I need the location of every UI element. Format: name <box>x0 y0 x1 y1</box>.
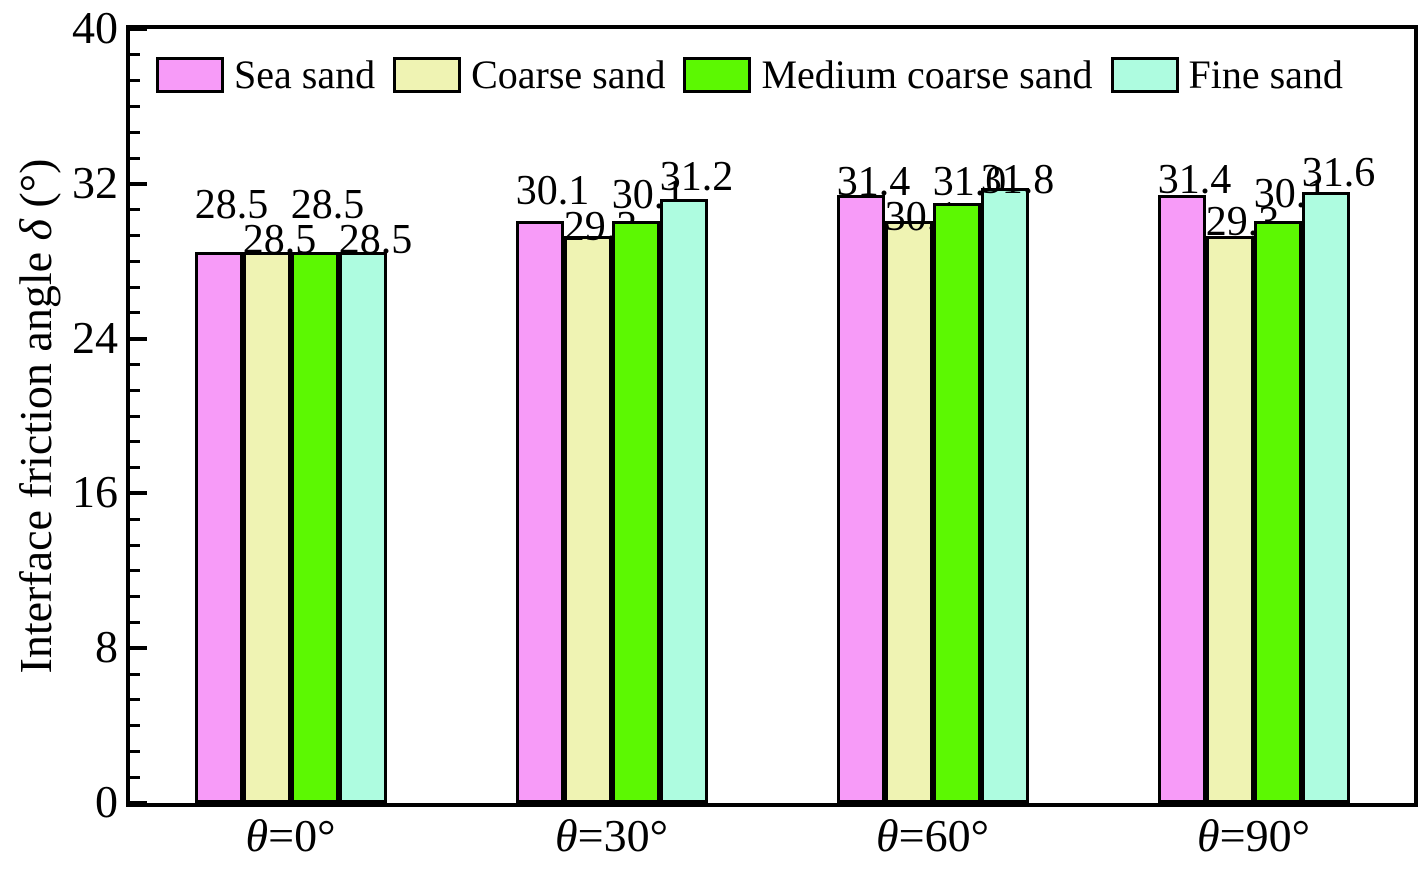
y-axis-major-tick <box>130 801 147 805</box>
bar <box>884 221 933 803</box>
legend: Sea sand Coarse sand Medium coarse sand Fin… <box>156 55 1343 95</box>
legend-label: Fine sand <box>1188 52 1343 97</box>
bar <box>515 221 564 803</box>
bar <box>1301 192 1350 803</box>
x-category-label: θ=90° <box>1197 810 1310 861</box>
bar-value-label: 31.6 <box>1301 150 1376 196</box>
greek-letter: θ <box>245 810 269 861</box>
greek-letter: θ <box>876 810 899 861</box>
legend-swatch <box>393 57 462 93</box>
legend-swatch <box>1110 57 1179 93</box>
y-axis-minor-tick <box>130 414 140 418</box>
legend-label: Sea sand <box>234 52 376 97</box>
bar <box>242 252 291 803</box>
y-axis-minor-tick <box>130 517 140 521</box>
bar <box>932 203 981 803</box>
y-tick-label: 16 <box>72 466 118 518</box>
y-axis-minor-tick <box>130 53 140 57</box>
legend-item-2: Coarse sand <box>393 55 665 95</box>
y-axis-minor-tick <box>130 104 140 108</box>
y-tick-label: 32 <box>72 156 118 208</box>
y-tick-label: 24 <box>72 311 118 363</box>
y-axis-major-tick <box>130 491 147 496</box>
greek-letter: θ <box>555 810 578 861</box>
greek-letter: θ <box>1197 810 1220 861</box>
greek-letter: δ <box>10 219 61 241</box>
y-axis-minor-tick <box>130 569 140 573</box>
y-axis-minor-tick <box>130 749 140 753</box>
y-axis-major-tick <box>130 646 147 651</box>
bar <box>194 252 243 803</box>
legend-label: Coarse sand <box>471 52 666 97</box>
bar-value-label: 31.4 <box>836 159 911 205</box>
y-axis-minor-tick <box>130 362 140 366</box>
bar <box>1253 221 1302 803</box>
bar <box>290 252 339 803</box>
y-axis-minor-tick <box>130 466 140 470</box>
legend-item-4: Fine sand <box>1110 52 1343 97</box>
y-axis-minor-tick <box>130 672 140 676</box>
legend-item-3: Medium coarse sand <box>683 52 1093 97</box>
x-category-label: θ=0° <box>245 810 336 861</box>
legend-item-1: Sea sand <box>156 55 375 95</box>
bar <box>836 195 885 803</box>
y-axis-minor-tick <box>130 311 140 315</box>
bar <box>563 236 612 803</box>
y-axis-minor-tick <box>130 208 140 212</box>
y-axis-minor-tick <box>130 79 140 83</box>
bar <box>980 188 1029 803</box>
bar <box>1157 195 1206 803</box>
bar-value-label: 31.2 <box>659 154 734 200</box>
legend-swatch <box>156 57 224 93</box>
y-axis-minor-tick <box>130 285 140 289</box>
bar-value-label: 30.1 <box>515 168 590 214</box>
y-tick-label: 0 <box>95 776 118 827</box>
y-axis-minor-tick <box>130 130 140 134</box>
y-axis-minor-tick <box>130 724 140 728</box>
y-axis-minor-tick <box>130 698 140 702</box>
y-axis-minor-tick <box>130 156 140 160</box>
y-axis-minor-tick <box>130 259 140 263</box>
bar-value-label: 31.8 <box>980 157 1055 203</box>
bar <box>611 221 660 803</box>
plot-area: Sea sand Coarse sand Medium coarse sand Fin… <box>126 25 1418 807</box>
bar-value-label: 28.5 <box>338 217 413 263</box>
y-axis-minor-tick <box>130 440 140 444</box>
y-axis-minor-tick <box>130 620 140 624</box>
bar <box>1205 236 1254 803</box>
y-axis-minor-tick <box>130 595 140 599</box>
bar <box>338 252 387 803</box>
y-axis-major-tick <box>130 27 147 31</box>
y-tick-label: 40 <box>72 2 118 53</box>
y-tick-label: 8 <box>95 621 118 673</box>
bar-value-label: 28.5 <box>194 182 269 228</box>
y-axis-minor-tick <box>130 233 140 237</box>
x-category-label: θ=60° <box>876 810 989 861</box>
y-axis-minor-tick <box>130 388 140 392</box>
bar-value-label: 28.5 <box>290 182 365 228</box>
bar-value-label: 31.4 <box>1157 157 1232 203</box>
y-axis-title: Interface friction angle δ (°) <box>10 158 61 674</box>
bar <box>659 199 708 803</box>
y-axis-minor-tick <box>130 543 140 547</box>
y-axis-major-tick <box>130 181 147 186</box>
y-axis-major-tick <box>130 336 147 341</box>
x-category-label: θ=30° <box>555 810 668 861</box>
legend-swatch <box>683 57 752 93</box>
legend-label: Medium coarse sand <box>761 52 1093 97</box>
y-axis-minor-tick <box>130 775 140 779</box>
